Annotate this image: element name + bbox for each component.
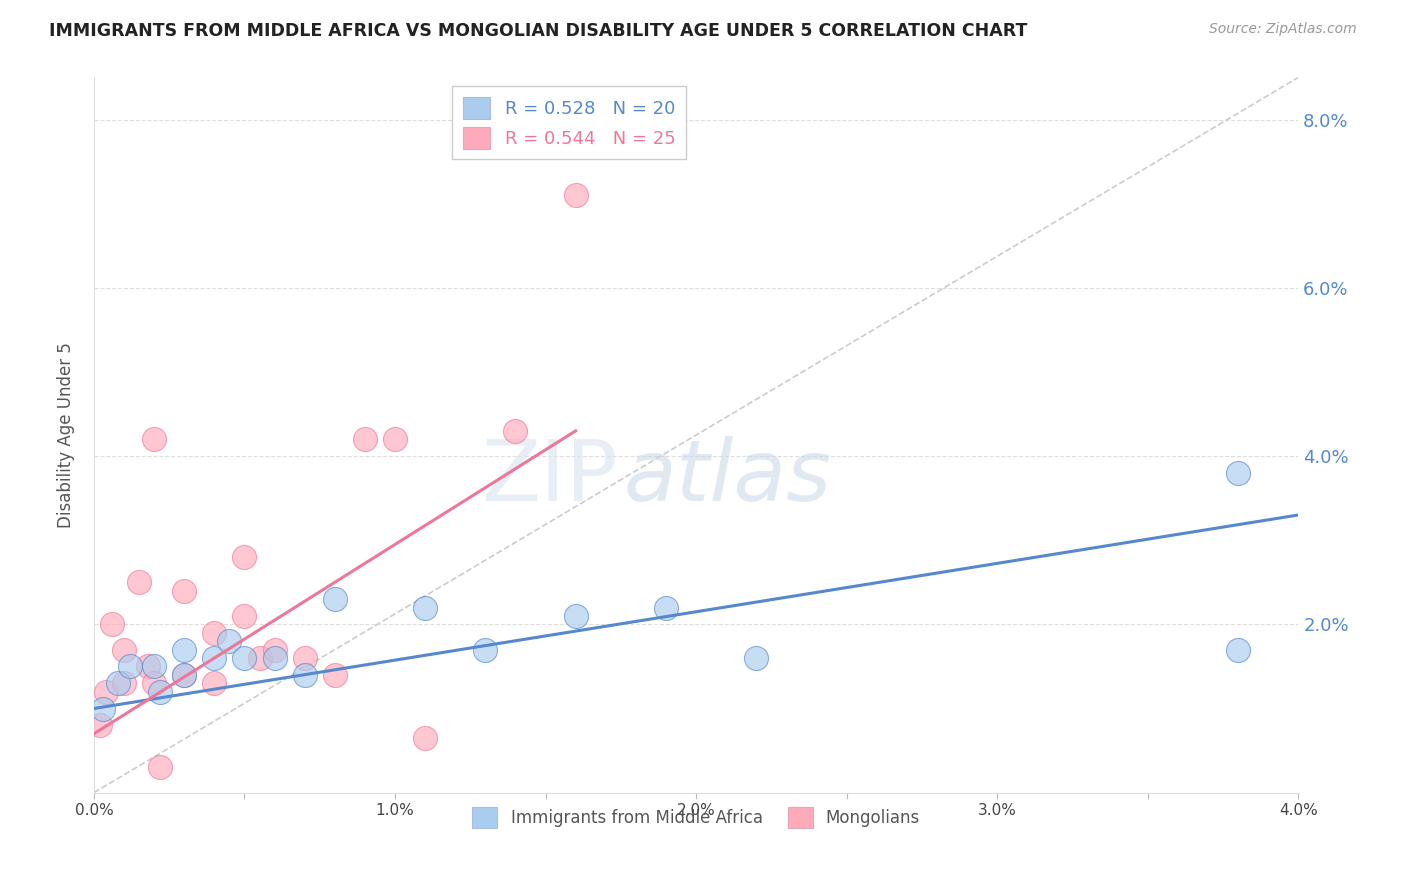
Point bbox=[655, 600, 678, 615]
Point bbox=[1227, 466, 1250, 480]
Point bbox=[384, 432, 406, 446]
Point bbox=[323, 592, 346, 607]
Point bbox=[564, 188, 586, 202]
Point bbox=[173, 642, 195, 657]
Point bbox=[218, 634, 240, 648]
Point bbox=[173, 668, 195, 682]
Point bbox=[107, 676, 129, 690]
Point bbox=[101, 617, 124, 632]
Point bbox=[413, 731, 436, 745]
Point bbox=[143, 432, 166, 446]
Text: atlas: atlas bbox=[624, 436, 832, 519]
Point bbox=[294, 651, 316, 665]
Point bbox=[323, 668, 346, 682]
Text: IMMIGRANTS FROM MIDDLE AFRICA VS MONGOLIAN DISABILITY AGE UNDER 5 CORRELATION CH: IMMIGRANTS FROM MIDDLE AFRICA VS MONGOLI… bbox=[49, 22, 1028, 40]
Point bbox=[136, 659, 159, 673]
Point bbox=[149, 760, 172, 774]
Point bbox=[94, 684, 117, 698]
Legend: Immigrants from Middle Africa, Mongolians: Immigrants from Middle Africa, Mongolian… bbox=[465, 801, 927, 834]
Point bbox=[263, 651, 285, 665]
Point bbox=[1227, 642, 1250, 657]
Point bbox=[149, 684, 172, 698]
Point bbox=[233, 651, 256, 665]
Point bbox=[120, 659, 142, 673]
Point bbox=[143, 676, 166, 690]
Point bbox=[173, 668, 195, 682]
Point bbox=[474, 642, 496, 657]
Point bbox=[91, 701, 114, 715]
Text: ZIP: ZIP bbox=[481, 436, 617, 519]
Point bbox=[128, 575, 150, 590]
Point bbox=[249, 651, 271, 665]
Point bbox=[413, 600, 436, 615]
Point bbox=[202, 625, 225, 640]
Point bbox=[233, 550, 256, 565]
Point bbox=[354, 432, 377, 446]
Point bbox=[89, 718, 111, 732]
Point bbox=[505, 424, 527, 438]
Point bbox=[202, 676, 225, 690]
Point bbox=[294, 668, 316, 682]
Point bbox=[233, 609, 256, 624]
Point bbox=[745, 651, 768, 665]
Point bbox=[173, 583, 195, 598]
Text: Source: ZipAtlas.com: Source: ZipAtlas.com bbox=[1209, 22, 1357, 37]
Point bbox=[112, 676, 135, 690]
Point bbox=[263, 642, 285, 657]
Point bbox=[112, 642, 135, 657]
Point bbox=[202, 651, 225, 665]
Point bbox=[143, 659, 166, 673]
Point bbox=[564, 609, 586, 624]
Y-axis label: Disability Age Under 5: Disability Age Under 5 bbox=[58, 343, 75, 528]
